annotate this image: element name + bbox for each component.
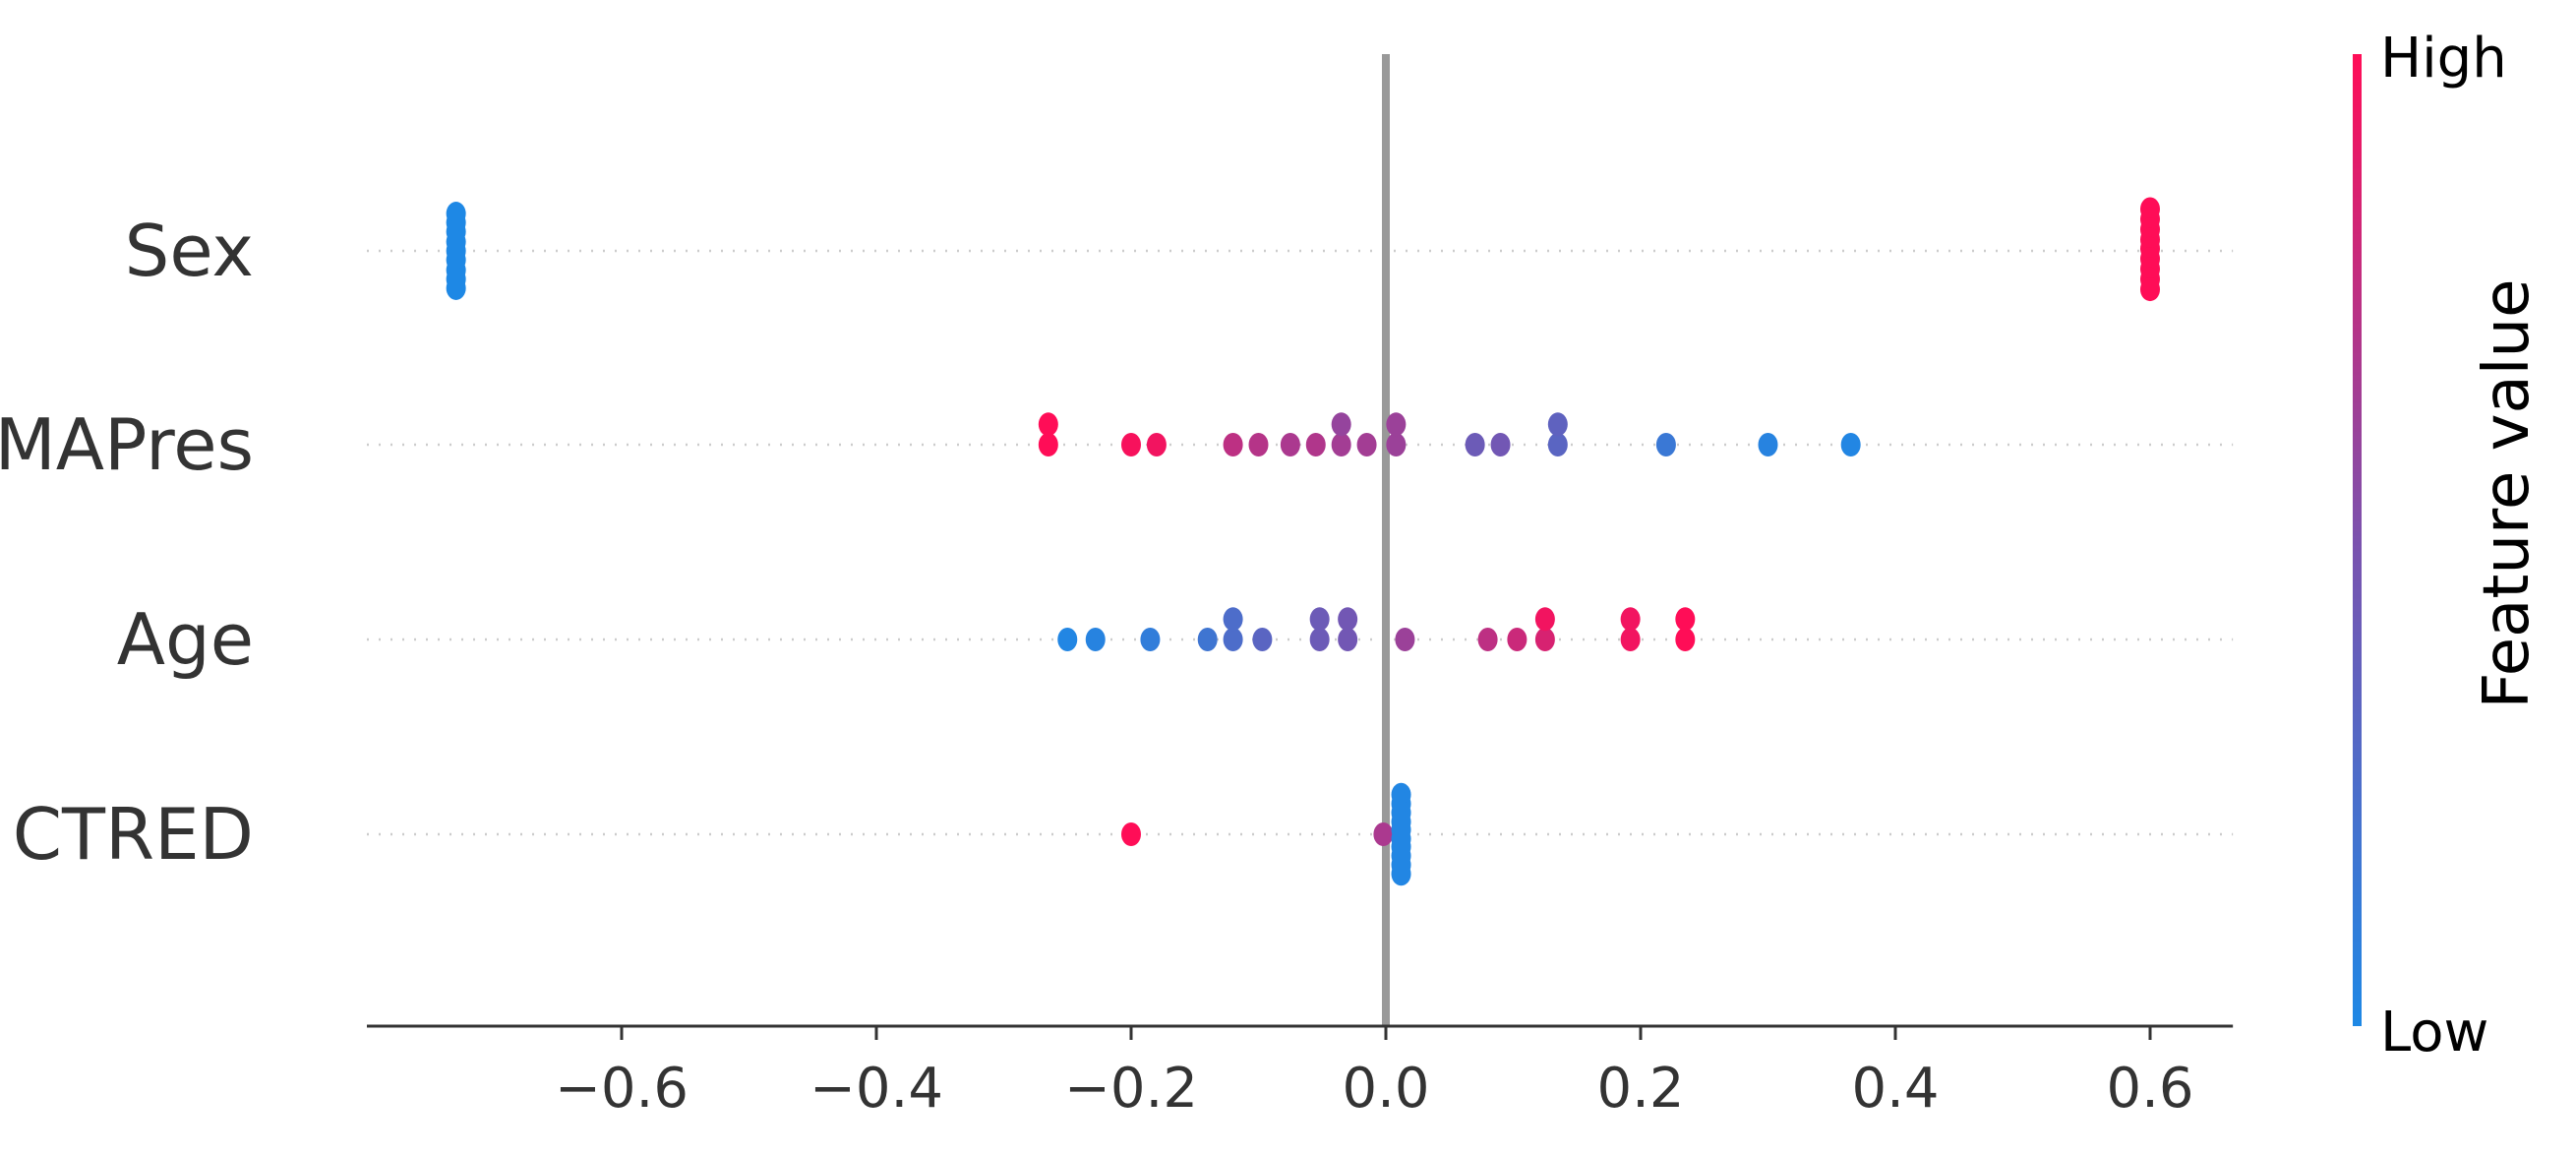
- point-mapres-15: [1547, 433, 1568, 456]
- x-tick-label-0: −0.6: [555, 1057, 689, 1121]
- point-age-2: [1140, 628, 1161, 651]
- x-tick-label-2: −0.2: [1064, 1057, 1198, 1121]
- colorbar-low-label: Low: [2380, 1001, 2488, 1064]
- point-mapres-18: [1758, 433, 1778, 456]
- point-age-6: [1252, 628, 1273, 651]
- point-age-14: [1534, 628, 1555, 651]
- point-age-18: [1675, 628, 1696, 651]
- feature-gridlines: [367, 249, 2234, 836]
- point-age-9: [1338, 628, 1358, 651]
- point-age-11: [1395, 628, 1415, 651]
- x-tick-label-5: 0.4: [1851, 1057, 1939, 1121]
- point-mapres-5: [1248, 433, 1269, 456]
- point-age-1: [1085, 628, 1106, 651]
- point-mapres-3: [1146, 433, 1167, 456]
- point-mapres-12: [1386, 412, 1407, 437]
- point-mapres-7: [1305, 433, 1326, 456]
- point-mapres-16: [1547, 412, 1568, 437]
- point-mapres-17: [1655, 433, 1676, 456]
- feature-label-sex: Sex: [125, 210, 254, 292]
- point-mapres-13: [1465, 433, 1485, 456]
- point-age-17: [1620, 607, 1641, 632]
- point-sex-17: [2140, 277, 2160, 302]
- point-age-4: [1223, 628, 1243, 651]
- x-tick-label-1: −0.4: [809, 1057, 943, 1121]
- point-mapres-0: [1038, 433, 1058, 456]
- points-layer: [446, 197, 2160, 886]
- x-tick-label-4: 0.2: [1596, 1057, 1684, 1121]
- point-age-3: [1197, 628, 1218, 651]
- point-age-12: [1477, 628, 1498, 651]
- point-age-10: [1338, 607, 1358, 632]
- feature-label-mapres: MAPres: [0, 403, 254, 486]
- point-mapres-1: [1038, 412, 1058, 437]
- feature-labels: Sex MAPres Age CTRED: [0, 210, 254, 876]
- feature-label-ctred: CTRED: [13, 793, 254, 876]
- point-age-16: [1620, 628, 1641, 651]
- point-sex-8: [446, 275, 466, 300]
- point-mapres-19: [1840, 433, 1861, 456]
- point-mapres-6: [1280, 433, 1300, 456]
- point-age-7: [1309, 628, 1330, 651]
- x-axis-ticks: −0.6 −0.4 −0.2 0.0 0.2 0.4 0.6: [555, 1026, 2194, 1121]
- point-ctred-1: [1373, 822, 1394, 846]
- feature-label-age: Age: [117, 598, 254, 681]
- colorbar-high-label: High: [2380, 27, 2507, 91]
- point-age-8: [1309, 607, 1330, 632]
- point-mapres-10: [1356, 433, 1377, 456]
- point-mapres-2: [1121, 433, 1141, 456]
- point-mapres-4: [1223, 433, 1243, 456]
- point-mapres-14: [1490, 433, 1511, 456]
- point-age-15: [1534, 607, 1555, 632]
- point-age-19: [1675, 607, 1696, 632]
- colorbar: High Low Feature value: [2353, 27, 2544, 1064]
- point-age-13: [1507, 628, 1528, 651]
- point-age-0: [1057, 628, 1078, 651]
- point-mapres-9: [1331, 412, 1351, 437]
- colorbar-title: Feature value: [2471, 279, 2544, 709]
- point-ctred-0: [1121, 822, 1141, 846]
- point-mapres-8: [1331, 433, 1351, 456]
- point-age-5: [1223, 607, 1243, 632]
- colorbar-gradient: [2353, 54, 2362, 1026]
- point-ctred-11: [1391, 862, 1411, 886]
- x-tick-label-6: 0.6: [2106, 1057, 2193, 1121]
- x-tick-label-3: 0.0: [1342, 1057, 1429, 1121]
- point-mapres-11: [1386, 433, 1407, 456]
